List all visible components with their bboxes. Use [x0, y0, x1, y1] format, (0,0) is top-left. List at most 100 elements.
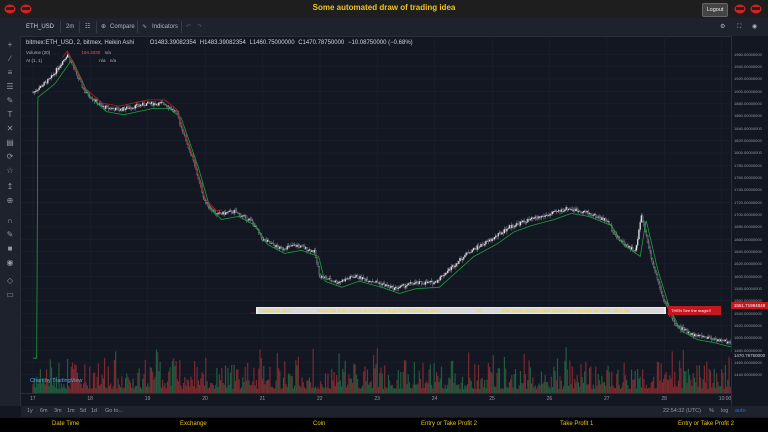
volume-bar [451, 360, 454, 393]
volume-bar [493, 386, 496, 393]
layers-icon[interactable]: ◇ [6, 276, 14, 285]
icons-icon[interactable]: ☆ [6, 166, 14, 175]
symbol-search-button[interactable]: ETH_USD [26, 24, 55, 30]
volume-bar [48, 386, 50, 393]
indicators-button[interactable]: Indicators [152, 24, 179, 30]
auto-toggle[interactable]: auto [735, 408, 746, 414]
candle-body [280, 246, 282, 248]
volume-bar [99, 385, 101, 393]
candle-body [661, 291, 664, 296]
zoom-in-icon[interactable]: ⊕ [6, 196, 14, 205]
volume-bar [643, 379, 645, 393]
logout-button[interactable]: Logout [702, 3, 728, 17]
snapshot-icon[interactable]: ◉ [752, 24, 758, 30]
candle-body [40, 85, 43, 87]
candle-body [570, 209, 572, 211]
candle-body [372, 281, 375, 283]
candle-body [635, 245, 638, 251]
candle-body [559, 210, 561, 212]
redo-icon[interactable]: ↷ [197, 24, 203, 30]
fullscreen-icon[interactable]: ⛶ [737, 24, 742, 30]
trend-line-icon[interactable]: ∕ [9, 54, 11, 63]
range-3m[interactable]: 3m [54, 408, 62, 414]
trash-icon[interactable]: ▭ [6, 290, 14, 299]
volume-bar [407, 374, 409, 393]
horizontal-lines-icon[interactable]: ≡ [7, 68, 13, 77]
crosshair-icon[interactable]: + [7, 40, 13, 49]
volume-bar [524, 374, 527, 393]
magnet-icon[interactable]: ∩ [7, 216, 13, 225]
footer-tp1: Take Profit 1 [560, 421, 594, 427]
volume-bar [680, 368, 682, 393]
settings-icon[interactable]: ⚙ [720, 24, 726, 30]
prediction-icon[interactable]: ▤ [6, 138, 14, 147]
volume-bar [572, 388, 575, 393]
hide-icon[interactable]: ◉ [6, 258, 14, 267]
volume-bar [112, 386, 114, 393]
candle-body [37, 89, 39, 91]
volume-bar [323, 388, 325, 393]
shapes-icon[interactable]: ⟳ [6, 152, 14, 161]
price-chart[interactable]: Wait till flip 1800 ! DRAW just when: pr… [21, 36, 731, 393]
volume-bar [719, 386, 721, 393]
tradingview-watermark[interactable]: Chart by TradingView [30, 378, 82, 384]
candle-body [407, 283, 409, 286]
text-icon[interactable]: T [7, 110, 13, 119]
volume-bar [482, 387, 485, 393]
candle-body [139, 104, 142, 107]
candle-body [717, 339, 719, 342]
range-1d[interactable]: 1d [91, 408, 98, 414]
volume-bar [41, 383, 43, 393]
range-1m[interactable]: 1m [67, 408, 75, 414]
candle-body [693, 334, 696, 337]
range-6m[interactable]: 6m [40, 408, 48, 414]
volume-bar [58, 363, 60, 393]
candle-body [342, 279, 344, 282]
candle-body [695, 334, 697, 336]
ruler-icon[interactable]: ↥ [6, 182, 14, 191]
lock-icon[interactable]: ■ [7, 244, 13, 253]
time-axis[interactable]: 17 18 19 20 21 22 23 24 25 26 27 28 10:00 [21, 393, 731, 407]
percent-toggle[interactable]: % [709, 408, 714, 414]
volume-bar [360, 388, 362, 393]
candle-body [384, 283, 386, 287]
volume-bar [630, 369, 633, 393]
candle-body [450, 266, 453, 271]
candle-body [558, 210, 560, 212]
interval-button[interactable]: 2m [66, 24, 75, 30]
candle-body [300, 245, 302, 248]
candle-body [376, 280, 379, 283]
volume-bar [139, 387, 141, 393]
candle-body [511, 224, 513, 229]
range-1y[interactable]: 1y [27, 408, 33, 414]
series-name[interactable]: bitmex:ETH_USD, 2, bitmex, Heikin Ashi [26, 40, 135, 46]
candle-body [128, 107, 130, 109]
price-axis[interactable]: 1960.00000000 1940.00000000 1920.00000000 1… [731, 36, 768, 406]
volume-bar [714, 388, 717, 393]
candle-body [84, 88, 86, 93]
candle-body [613, 231, 615, 235]
volume-bar [461, 376, 464, 393]
undo-icon[interactable]: ↶ [186, 24, 192, 30]
goto-button[interactable]: Go to... [105, 408, 124, 414]
log-toggle[interactable]: log [721, 408, 729, 414]
utc-clock: 22:54:32 (UTC) [663, 408, 701, 414]
stay-drawing-icon[interactable]: ✎ [6, 230, 14, 239]
candle-body [119, 108, 122, 111]
volume-bar [540, 371, 543, 393]
candle-body [465, 252, 467, 256]
volume-bar [192, 385, 195, 393]
pattern-icon[interactable]: ✕ [6, 124, 14, 133]
chart-style-icon[interactable]: ☷ [85, 24, 91, 30]
candle-body [334, 280, 337, 283]
candle-body [550, 213, 553, 215]
volume-bar [575, 382, 577, 393]
ai-label[interactable]: AI (1, 1) [26, 58, 43, 63]
volume-label[interactable]: Volume (20) [26, 50, 51, 55]
range-5d[interactable]: 5d [80, 408, 87, 414]
volume-bar [669, 375, 671, 393]
fib-icon[interactable]: ☰ [6, 82, 14, 91]
brush-icon[interactable]: ✎ [6, 96, 14, 105]
compare-button[interactable]: Compare [110, 24, 135, 30]
volume-bar [216, 367, 218, 393]
